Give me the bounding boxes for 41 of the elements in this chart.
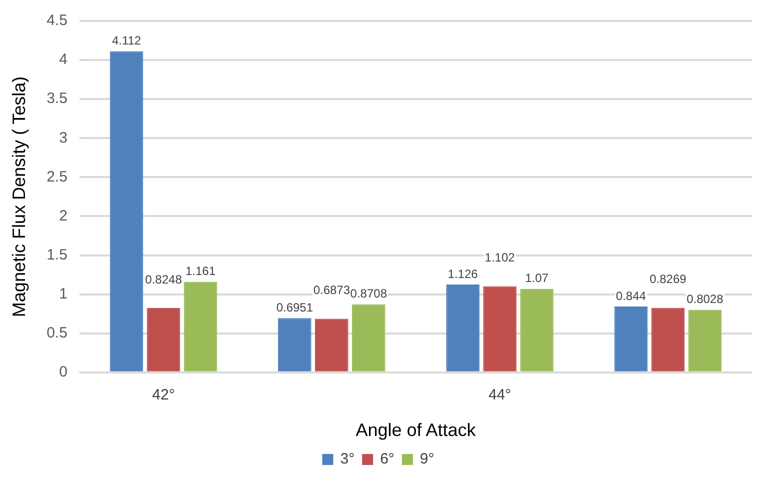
y-tick-label: 4 [59,51,68,68]
x-tick-label: 42° [152,386,175,404]
data-label: 1.07 [525,271,549,286]
y-tick-label: 3 [59,129,68,146]
data-label: 0.8248 [145,272,182,286]
bar [352,304,386,372]
bar [614,306,648,372]
bar [315,318,348,372]
bar [110,51,144,372]
y-tick-label: 0 [59,364,68,381]
data-label: 1.102 [484,250,516,265]
y-tick-label: 2.5 [46,168,68,186]
data-label: 0.6951 [276,300,314,314]
legend-label: 3° [340,450,355,468]
y-tick-label: 0.5 [46,324,68,342]
bar [446,284,480,372]
data-label: 0.8269 [650,272,687,286]
bar [278,318,312,372]
bar [520,288,554,372]
data-label: 0.8708 [350,286,388,301]
legend-label: 9° [420,450,434,468]
legend-label: 6° [380,450,394,468]
data-label: 4.112 [112,34,142,48]
y-tick-label: 3.5 [46,90,68,108]
data-label: 0.6873 [313,283,350,298]
y-tick-label: 1.5 [46,246,68,264]
data-label: 1.161 [185,264,216,278]
x-axis-title: Angle of Attack [356,420,477,440]
y-axis-title: Magnetic Flux Density ( Tesla) [8,76,29,318]
y-tick-label: 4.5 [46,12,68,30]
bar [146,308,180,372]
bar [483,286,516,372]
data-label: 1.126 [448,266,478,281]
bar [184,282,218,372]
data-label: 0.8028 [686,292,724,306]
bar [688,310,722,372]
data-label: 0.844 [616,288,646,303]
bar [651,308,685,372]
x-tick-label: 44° [488,386,512,404]
y-tick-label: 2 [59,207,68,224]
y-tick-label: 1 [59,285,68,302]
